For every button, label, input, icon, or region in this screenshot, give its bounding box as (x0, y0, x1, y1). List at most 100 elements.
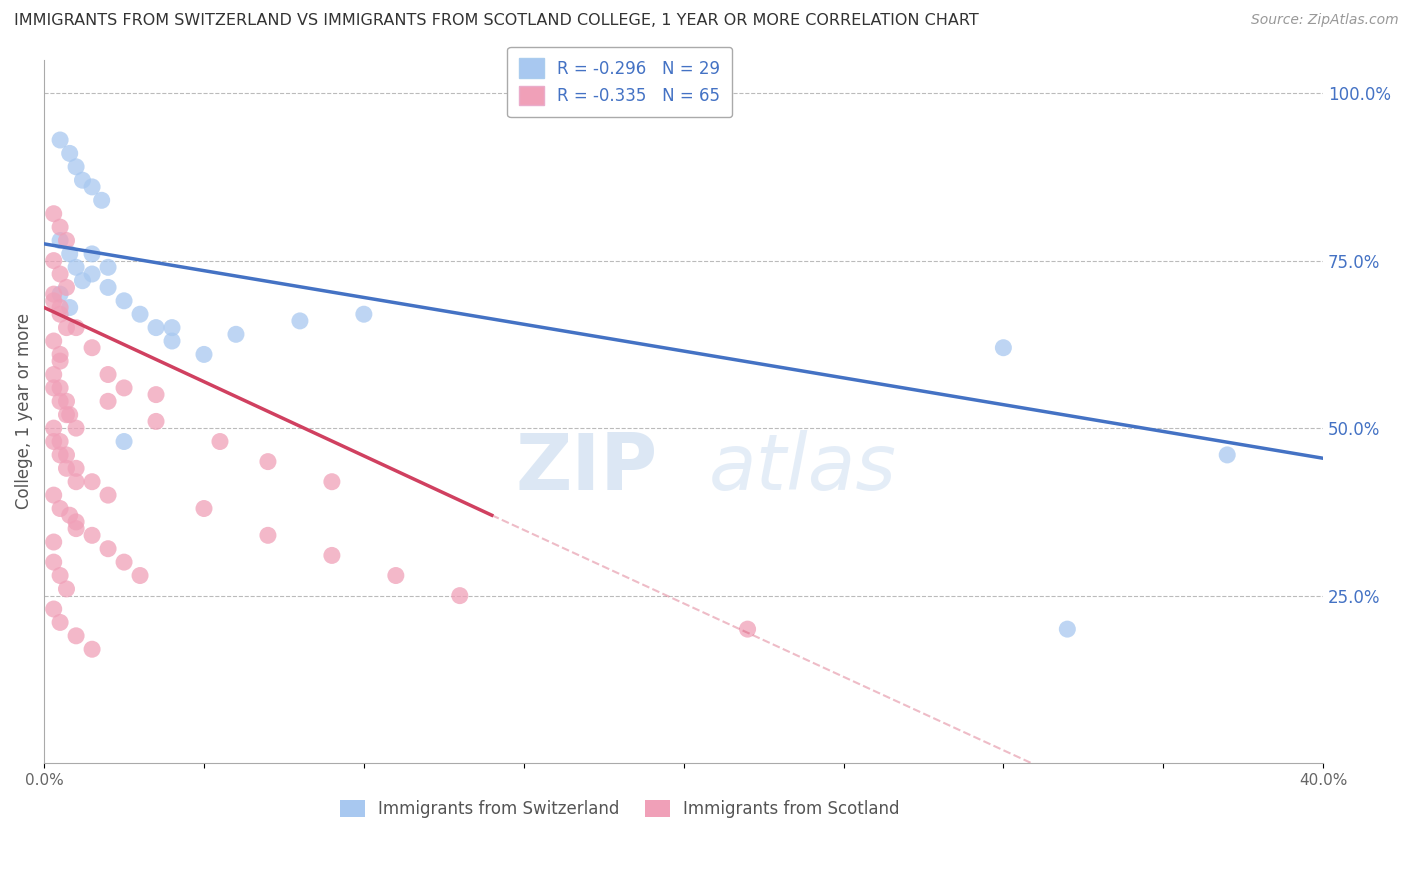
Point (42, 334, 65, 348)
Point (65, 475, 87, 489)
Point (55, 461, 77, 475)
Point (72, 274, 94, 288)
Point (49, 615, 72, 630)
Point (49, 287, 72, 301)
Point (353, 307, 375, 321)
Point (129, 307, 152, 321)
Point (449, 589, 471, 603)
Text: ZIP: ZIP (516, 430, 658, 506)
Point (129, 568, 152, 582)
Point (97, 368, 120, 382)
Point (145, 414, 167, 428)
Point (49, 394, 72, 409)
Point (65, 461, 87, 475)
Point (112, 434, 135, 449)
Point (49, 347, 72, 361)
Point (65, 421, 87, 435)
Point (49, 301, 72, 315)
Point (145, 320, 167, 334)
Point (97, 260, 120, 275)
Text: Source: ZipAtlas.com: Source: ZipAtlas.com (1251, 13, 1399, 28)
Point (72, 173, 94, 187)
Point (385, 568, 408, 582)
Point (49, 434, 72, 449)
Point (112, 555, 135, 569)
Text: atlas: atlas (709, 430, 897, 506)
Point (65, 320, 87, 334)
Point (288, 314, 311, 328)
Text: IMMIGRANTS FROM SWITZERLAND VS IMMIGRANTS FROM SCOTLAND COLLEGE, 1 YEAR OR MORE : IMMIGRANTS FROM SWITZERLAND VS IMMIGRANT… (14, 13, 979, 29)
Point (193, 347, 215, 361)
Point (49, 133, 72, 147)
Point (42, 421, 65, 435)
Point (80, 267, 103, 281)
Point (321, 549, 343, 563)
Point (42, 602, 65, 616)
Point (80, 247, 103, 261)
Point (49, 307, 72, 321)
Point (65, 260, 87, 275)
Point (737, 622, 759, 636)
Point (49, 354, 72, 368)
Point (55, 394, 77, 409)
Point (160, 334, 183, 348)
Point (59, 146, 82, 161)
Point (49, 234, 72, 248)
Point (42, 253, 65, 268)
Point (208, 434, 231, 449)
Point (55, 280, 77, 294)
Point (55, 320, 77, 334)
Point (257, 455, 280, 469)
Y-axis label: College, 1 year or more: College, 1 year or more (15, 313, 32, 509)
Point (42, 287, 65, 301)
Point (49, 220, 72, 235)
Point (257, 528, 280, 542)
Point (42, 293, 65, 308)
Point (145, 387, 167, 401)
Point (993, 341, 1015, 355)
Point (160, 320, 183, 334)
Point (49, 381, 72, 395)
Point (59, 408, 82, 422)
Point (55, 234, 77, 248)
Point (225, 327, 247, 342)
Point (65, 515, 87, 529)
Point (42, 535, 65, 549)
Point (80, 180, 103, 194)
Point (59, 508, 82, 523)
Point (49, 267, 72, 281)
Point (49, 568, 72, 582)
Point (49, 501, 72, 516)
Point (49, 448, 72, 462)
Point (90, 194, 112, 208)
Point (42, 488, 65, 502)
Point (59, 301, 82, 315)
Point (65, 522, 87, 536)
Point (193, 501, 215, 516)
Point (42, 207, 65, 221)
Point (112, 293, 135, 308)
Point (321, 475, 343, 489)
Point (65, 160, 87, 174)
Legend: Immigrants from Switzerland, Immigrants from Scotland: Immigrants from Switzerland, Immigrants … (333, 794, 905, 825)
Point (65, 629, 87, 643)
Point (80, 475, 103, 489)
Point (55, 448, 77, 462)
Point (112, 381, 135, 395)
Point (97, 394, 120, 409)
Point (42, 434, 65, 449)
Point (42, 381, 65, 395)
Point (97, 541, 120, 556)
Point (97, 488, 120, 502)
Point (1056, 622, 1078, 636)
Point (80, 528, 103, 542)
Point (80, 341, 103, 355)
Point (1216, 448, 1239, 462)
Point (42, 368, 65, 382)
Point (55, 582, 77, 596)
Point (59, 247, 82, 261)
Point (97, 280, 120, 294)
Point (80, 642, 103, 657)
Point (42, 555, 65, 569)
Point (55, 408, 77, 422)
